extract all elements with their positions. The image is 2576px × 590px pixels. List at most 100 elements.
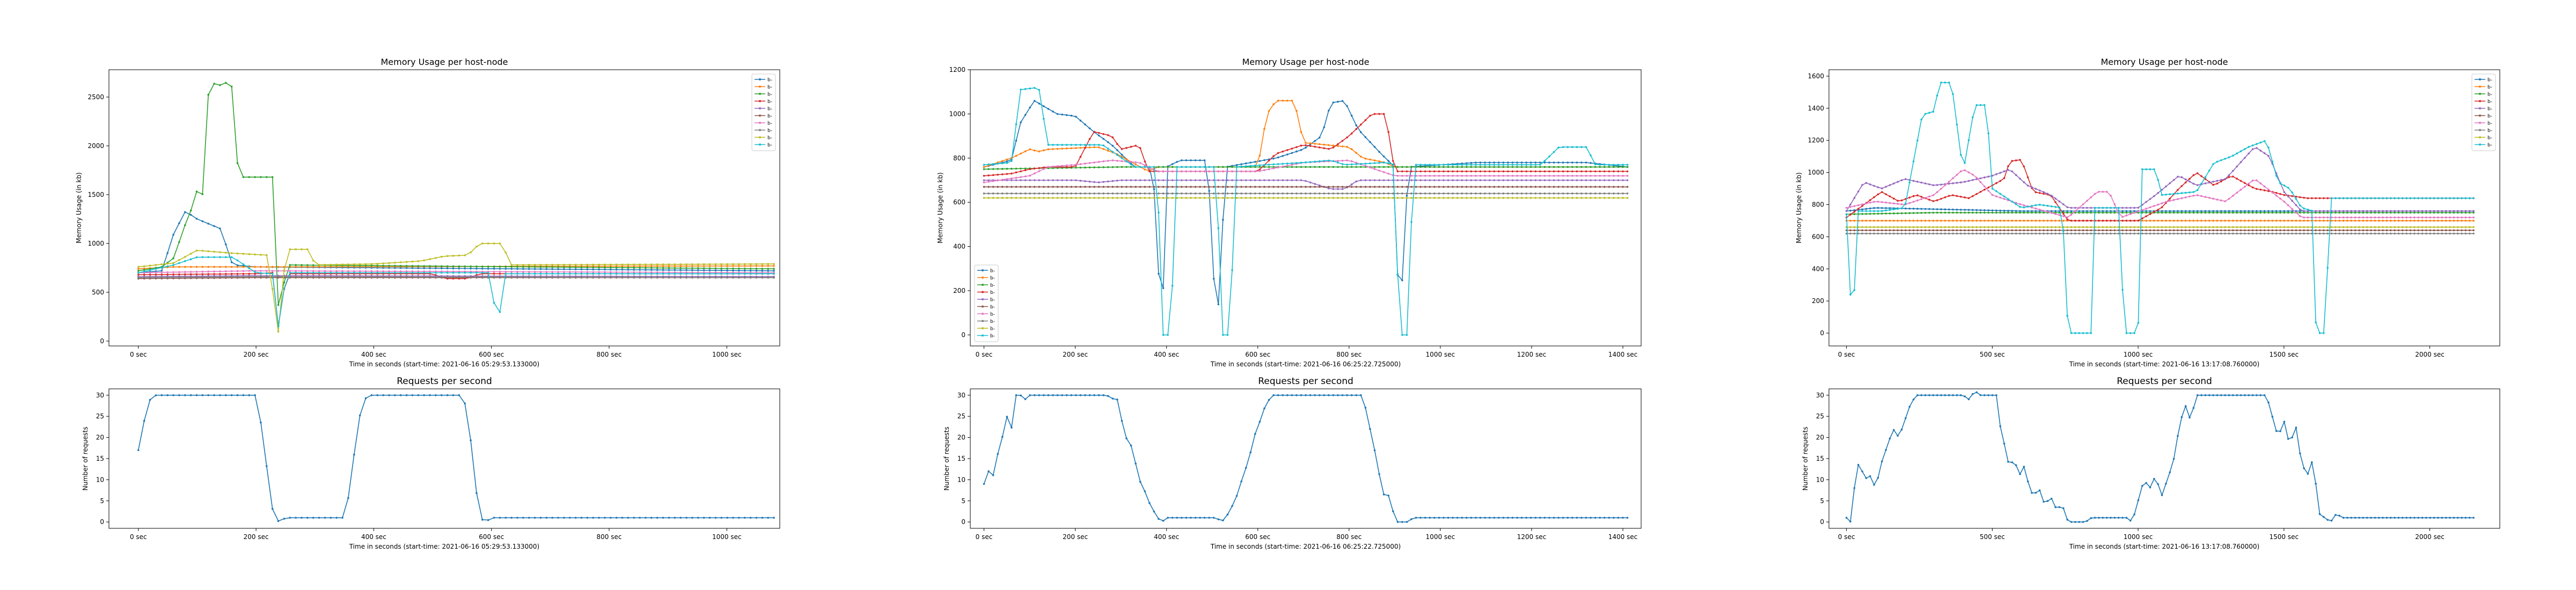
data-point	[714, 265, 717, 267]
data-point	[2078, 210, 2080, 212]
data-point	[254, 394, 256, 396]
data-point	[2078, 211, 2080, 214]
data-point	[1222, 186, 1224, 188]
data-point	[2275, 430, 2278, 432]
data-point	[604, 266, 606, 269]
data-point	[1088, 186, 1091, 188]
data-point	[2405, 232, 2407, 235]
data-point	[1043, 394, 1045, 396]
data-point	[1235, 192, 1238, 195]
data-point	[2318, 229, 2321, 232]
data-point	[983, 186, 985, 188]
data-point	[1905, 226, 1907, 228]
data-point	[405, 261, 408, 263]
data-point	[1626, 166, 1629, 168]
data-point	[633, 265, 635, 268]
data-point	[330, 276, 332, 278]
series-line	[1846, 212, 2474, 215]
data-point	[2149, 206, 2151, 209]
data-point	[1905, 202, 1907, 205]
data-point	[720, 265, 723, 267]
data-point	[382, 264, 384, 267]
data-point	[2050, 212, 2053, 214]
data-point	[1291, 164, 1293, 166]
data-point	[1987, 229, 1989, 232]
data-point	[1429, 170, 1431, 173]
data-point	[1121, 166, 1123, 168]
data-point	[1608, 186, 1611, 188]
data-point	[1208, 186, 1210, 188]
data-point	[2315, 482, 2317, 485]
data-point	[2433, 517, 2435, 519]
data-point	[1272, 166, 1275, 168]
data-point	[679, 267, 682, 269]
data-point	[2113, 210, 2116, 212]
data-point	[1111, 159, 1114, 161]
data-point	[1465, 517, 1468, 519]
x-tick-label: 600 sec	[479, 533, 504, 541]
data-point	[1268, 179, 1270, 181]
data-point	[2445, 210, 2447, 212]
data-point	[1889, 184, 1891, 186]
data-point	[2090, 232, 2092, 235]
data-point	[1125, 160, 1128, 163]
data-point	[2129, 206, 2132, 209]
data-point	[301, 264, 303, 266]
data-point	[1070, 114, 1073, 117]
data-point	[2291, 210, 2293, 212]
data-point	[1107, 180, 1109, 183]
data-point	[1885, 212, 1887, 215]
data-point	[2011, 461, 2014, 463]
data-point	[674, 272, 676, 275]
data-point	[1952, 208, 1954, 211]
data-point	[1272, 163, 1275, 166]
data-point	[2433, 229, 2435, 232]
x-tick-label: 600 sec	[1245, 351, 1270, 358]
data-point	[1415, 197, 1417, 199]
legend-marker	[759, 85, 761, 88]
data-point	[441, 256, 443, 258]
data-point	[464, 402, 466, 404]
data-point	[1920, 219, 1923, 222]
data-point	[1268, 110, 1270, 112]
legend-label: b-	[990, 327, 995, 332]
x-axis-label: Time in seconds (start-time: 2021-06-16 …	[1210, 360, 1401, 368]
x-tick-label: 1000 sec	[1426, 533, 1455, 541]
data-point	[1296, 186, 1298, 188]
data-point	[2303, 226, 2305, 228]
data-point	[2377, 197, 2380, 200]
data-point	[1419, 186, 1422, 188]
data-point	[1282, 99, 1284, 102]
data-point	[2445, 197, 2447, 200]
data-point	[470, 271, 472, 274]
data-point	[2153, 168, 2155, 171]
data-point	[1470, 517, 1473, 519]
data-point	[499, 270, 501, 273]
data-point	[1102, 197, 1104, 199]
data-point	[1608, 166, 1611, 168]
data-point	[1171, 186, 1174, 188]
data-point	[2350, 517, 2353, 519]
data-point	[2046, 211, 2049, 213]
data-point	[1484, 192, 1486, 195]
data-point	[1282, 179, 1284, 181]
data-point	[1497, 161, 1500, 164]
data-point	[1144, 166, 1146, 168]
data-point	[1539, 179, 1541, 181]
data-point	[1070, 192, 1073, 195]
data-point	[1991, 226, 1994, 228]
data-point	[1097, 161, 1100, 163]
data-point	[1580, 161, 1583, 164]
data-point	[1217, 227, 1220, 230]
data-point	[1869, 232, 1871, 235]
data-point	[1424, 517, 1426, 519]
data-point	[1125, 186, 1128, 188]
data-point	[2330, 197, 2333, 200]
data-point	[160, 276, 163, 279]
data-point	[1097, 134, 1100, 137]
data-point	[2279, 210, 2281, 212]
data-point	[1296, 109, 1298, 112]
data-point	[1999, 172, 2002, 174]
data-point	[1877, 477, 1879, 479]
data-point	[1484, 174, 1486, 177]
